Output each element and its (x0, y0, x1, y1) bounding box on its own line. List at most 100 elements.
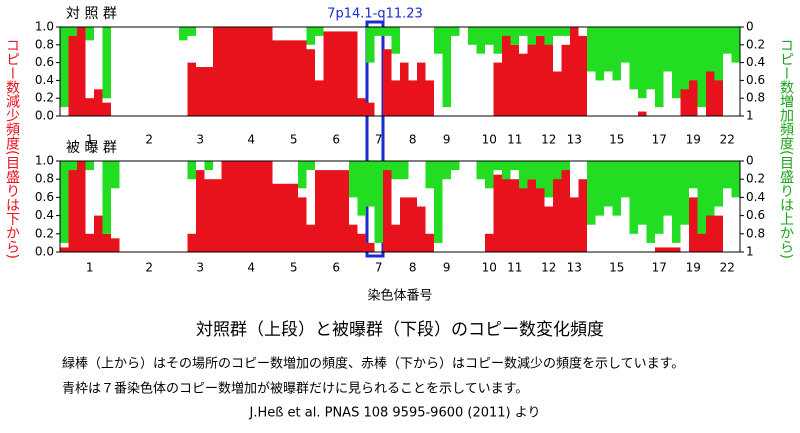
loss-bar (357, 233, 366, 252)
y2-tick-label: 1 (746, 109, 754, 123)
gain-bar (536, 27, 545, 36)
gain-bar (655, 161, 664, 234)
gain-bar (646, 27, 655, 90)
gain-bar (68, 161, 77, 171)
loss-bar (663, 247, 672, 252)
loss-bar (187, 62, 196, 116)
x-tick-label: 2 (145, 133, 153, 147)
x-tick-label: 3 (196, 261, 204, 275)
loss-bar (714, 71, 723, 116)
loss-bar (383, 49, 392, 116)
x-tick-label: 9 (443, 261, 451, 275)
gain-bar (723, 161, 732, 189)
y2-tick-label: 0.4 (746, 55, 765, 69)
gain-bar (442, 161, 451, 180)
gain-bar (400, 161, 409, 180)
y2-tick-label: 0 (746, 154, 754, 168)
y2-tick-label: 1 (746, 245, 754, 259)
loss-bar (366, 242, 375, 252)
loss-bar (306, 49, 315, 116)
y-tick-label: 0.2 (35, 226, 54, 240)
y-tick-label: 0.6 (35, 190, 54, 204)
gain-bar (298, 161, 307, 189)
loss-bar (638, 111, 647, 116)
loss-bar (323, 170, 332, 252)
loss-bar (102, 102, 111, 116)
loss-bar (247, 161, 256, 252)
y-tick-label: 1.0 (35, 154, 54, 168)
gain-bar (60, 161, 69, 243)
gain-bar (638, 161, 647, 225)
loss-bar (238, 27, 247, 116)
loss-bar (578, 35, 587, 116)
gain-bar (544, 27, 553, 45)
loss-bar (391, 80, 400, 116)
loss-bar (502, 27, 511, 116)
gain-bar (689, 27, 698, 81)
loss-bar (706, 53, 715, 116)
gain-bar (102, 27, 111, 99)
loss-bar (255, 161, 264, 252)
y2-tick-label: 0.8 (746, 226, 765, 240)
gain-bar (476, 161, 485, 180)
gain-bar (493, 27, 502, 54)
gain-bar (502, 161, 511, 180)
gain-bar (519, 27, 528, 36)
x-tick-label: 19 (686, 261, 701, 275)
loss-bar (655, 247, 664, 252)
y-axis-label: コピー数減少頻度 (4, 38, 20, 150)
y2-tick-label: 0.2 (746, 37, 765, 51)
gain-bar (391, 161, 400, 180)
loss-bar (264, 27, 273, 116)
gain-bar (561, 27, 570, 36)
loss-bar (408, 80, 417, 116)
loss-bar (417, 62, 426, 116)
gain-bar (697, 161, 706, 234)
loss-bar (68, 27, 77, 116)
x-tick-label: 9 (443, 133, 451, 147)
y-tick-label: 0.4 (35, 208, 54, 222)
loss-bar (544, 31, 553, 117)
x-tick-label: 11 (507, 261, 522, 275)
loss-bar (510, 44, 519, 116)
loss-bar (706, 188, 715, 252)
gain-bar (561, 161, 570, 171)
loss-bar (553, 71, 562, 116)
gain-bar (187, 27, 196, 36)
x-tick-label: 3 (196, 133, 204, 147)
gain-bar (587, 161, 596, 225)
x-tick-label: 22 (720, 133, 735, 147)
loss-bar (204, 67, 213, 116)
loss-bar (85, 98, 94, 116)
y2-tick-label: 0.2 (746, 172, 765, 186)
gain-bar (493, 161, 502, 171)
gain-bar (629, 27, 638, 90)
loss-bar (553, 170, 562, 252)
x-tick-label: 12 (541, 261, 556, 275)
loss-bar (289, 40, 298, 116)
x-axis-label: 染色体番号 (367, 288, 432, 304)
gain-bar (706, 161, 715, 216)
gain-bar (731, 161, 740, 198)
gain-bar (655, 27, 664, 108)
caption-title: 対照群（上段）と被曝群（下段）のコピー数変化頻度 (196, 320, 604, 340)
gain-bar (604, 161, 613, 207)
loss-bar (187, 233, 196, 252)
gain-bar (638, 27, 647, 99)
loss-bar (561, 44, 570, 116)
y-tick-label: 0.6 (35, 55, 54, 69)
loss-bar (306, 224, 315, 252)
y-axis-label: (目盛りは下から) (4, 150, 20, 259)
loss-bar (570, 27, 579, 116)
x-tick-label: 11 (507, 133, 522, 147)
x-tick-label: 12 (541, 133, 556, 147)
x-tick-label: 5 (290, 261, 298, 275)
loss-bar (196, 67, 205, 116)
x-tick-label: 4 (247, 261, 255, 275)
loss-bar (255, 27, 264, 116)
gain-bar (366, 27, 375, 63)
citation: J.Heß et al. PNAS 108 9595-9600 (2011) よ… (248, 406, 540, 421)
y-tick-label: 0.8 (35, 37, 54, 51)
loss-bar (196, 170, 205, 252)
